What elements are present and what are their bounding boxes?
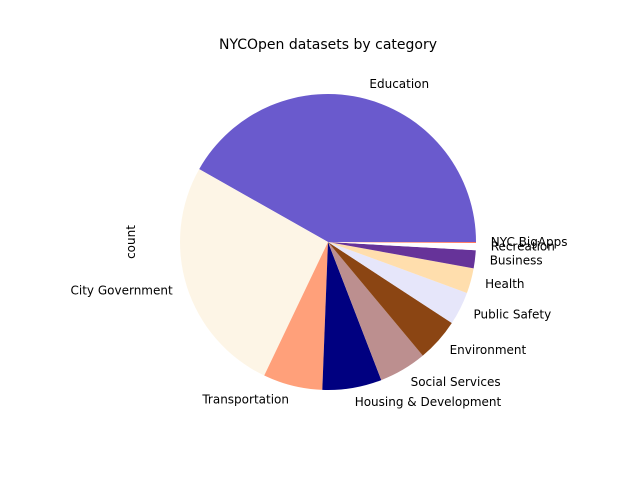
chart-title: NYCOpen datasets by category xyxy=(219,37,437,53)
pie-label-transportation: Transportation xyxy=(201,393,289,407)
pie-slice-public-safety xyxy=(328,242,467,324)
pie-slice-health xyxy=(328,242,474,293)
pie-label-nyc-bigapps: NYC BigApps xyxy=(491,235,568,249)
pie-label-education: Education xyxy=(369,77,429,91)
pie-slice-housing-development xyxy=(322,242,382,390)
pie-label-city-government: City Government xyxy=(71,283,173,297)
pie-slice-transportation xyxy=(264,242,328,390)
pie-slice-environment xyxy=(328,242,452,356)
pie-label-recreation: Recreation xyxy=(491,240,555,254)
pie-slice-nyc-bigapps xyxy=(328,242,477,243)
pie-slice-social-services xyxy=(328,242,423,381)
y-axis-label: count xyxy=(124,225,138,259)
pie-slice-city-government xyxy=(180,169,328,376)
pie-slice-education xyxy=(199,94,476,242)
pie-label-social-services: Social Services xyxy=(411,375,501,389)
pie-labels: Education City Government Transportation Ho… xyxy=(71,77,568,409)
pie-slice-business xyxy=(328,242,476,269)
pie-label-business: Business xyxy=(490,254,543,268)
pie-label-health: Health xyxy=(485,277,524,291)
pie-label-housing-development: Housing & Development xyxy=(355,395,502,409)
pie-slices xyxy=(180,94,477,390)
pie-slice-recreation xyxy=(328,242,476,251)
pie-label-public-safety: Public Safety xyxy=(474,308,552,322)
pie-label-environment: Environment xyxy=(450,343,527,357)
